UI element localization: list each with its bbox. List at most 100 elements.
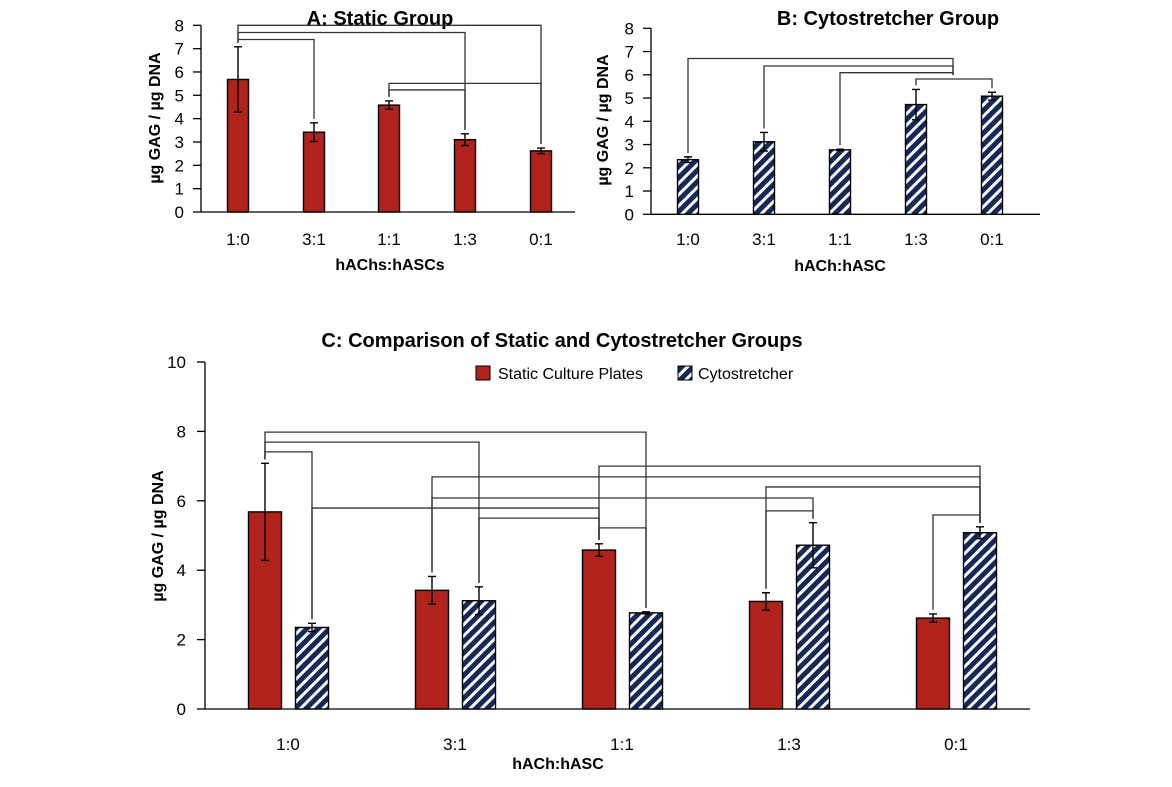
chart-a-error-bar [537, 147, 545, 155]
chart-b-x-tick-label: 1:0 [676, 230, 700, 249]
chart-a-y-tick-label: 7 [175, 40, 184, 59]
chart-a-significance-bracket [388, 89, 466, 130]
chart-c-significance-bracket [932, 514, 981, 610]
chart-c-bar-cyto-1:3 [795, 544, 831, 710]
chart-c-error-bar [261, 462, 269, 562]
chart-a-significance-bracket [237, 38, 315, 119]
chart-c-y-tick-label: 6 [177, 492, 186, 511]
chart-b-title: B: Cytostretcher Group [777, 8, 999, 30]
chart-b-y-tick-label: 8 [625, 19, 634, 38]
chart-c-significance-bracket [598, 527, 647, 608]
chart-a-x-tick-label: 1:1 [377, 230, 401, 249]
chart-c-error-bar [308, 622, 316, 633]
chart-c-bar-static-1:3 [748, 600, 784, 710]
chart-b-bar-cyto-1:0 [676, 158, 700, 216]
chart-b-y-tick-label: 3 [625, 136, 634, 155]
legend-swatch-cyto [677, 365, 693, 381]
chart-b-bar-cyto-1:1 [828, 149, 852, 216]
chart-c-y-tick-label: 8 [177, 422, 186, 441]
chart-b-x-tick-label: 1:1 [828, 230, 852, 249]
chart-c-significance-bracket [478, 517, 600, 583]
chart-c-x-tick-label: 1:0 [276, 735, 300, 754]
chart-b-error-bar [760, 131, 768, 152]
chart-b-x-tick-label: 1:3 [904, 230, 928, 249]
chart-a-error-bar [310, 122, 318, 143]
chart-a-y-tick-label: 4 [175, 110, 184, 129]
chart-a-x-tick-label: 3:1 [302, 230, 326, 249]
chart-a-x-tick-label: 0:1 [529, 230, 553, 249]
chart-c-xlabel: hACh:hASC [512, 756, 604, 773]
chart-a-y-tick-label: 0 [175, 203, 184, 222]
chart-c-bar-cyto-1:0 [294, 626, 330, 710]
chart-c-significance-bracket [765, 510, 814, 589]
chart-c-error-bar [809, 521, 817, 569]
chart-b-significance-bracket [915, 78, 993, 89]
chart-b-bar-cyto-0:1 [980, 95, 1004, 216]
chart-c-bar-cyto-3:1 [461, 600, 497, 710]
chart-b-x-tick-label: 0:1 [980, 230, 1004, 249]
chart-a-y-tick-label: 6 [175, 63, 184, 82]
chart-a-y-tick-label: 1 [175, 180, 184, 199]
chart-a-significance-bracket [237, 31, 466, 130]
chart-b-y-tick-label: 1 [625, 182, 634, 201]
chart-a-x-tick-label: 1:0 [226, 230, 250, 249]
chart-c-error-bar [475, 586, 483, 616]
chart-c-x-tick-label: 0:1 [944, 735, 968, 754]
chart-c-legend: Static Culture Plates Cytostretcher [475, 365, 794, 383]
chart-c-significance-bracket [311, 507, 600, 620]
chart-c-y-tick-label: 10 [167, 353, 186, 372]
chart-b-bar-cyto-3:1 [752, 141, 776, 215]
chart-b-y-tick-label: 5 [625, 89, 634, 108]
chart-c-ylabel: µg GAG / µg DNA [150, 470, 167, 602]
chart-a-bar-static-1:1 [377, 104, 401, 213]
chart-c-x-tick-label: 1:3 [777, 735, 801, 754]
chart-a-xlabel: hAChs:hASCs [335, 257, 444, 274]
legend-swatch-static [475, 365, 491, 381]
legend-label-static: Static Culture Plates [498, 366, 643, 383]
chart-c-error-bar [929, 613, 937, 623]
chart-a-y-tick-label: 2 [175, 156, 184, 175]
chart-c-bar-static-3:1 [414, 589, 450, 710]
chart-b-x-tick-label: 3:1 [752, 230, 776, 249]
chart-b-error-bar [988, 91, 996, 101]
chart-c-error-bar [428, 575, 436, 605]
chart-c-title: C: Comparison of Static and Cytostretche… [321, 330, 802, 352]
chart-b-significance-bracket [839, 72, 954, 146]
chart-b-y-tick-label: 2 [625, 159, 634, 178]
chart-a-bar-static-3:1 [302, 131, 326, 213]
chart-a-y-tick-label: 8 [175, 16, 184, 35]
chart-a-error-bar [461, 133, 469, 147]
chart-c-error-bar [595, 543, 603, 558]
chart-c-y-tick-label: 2 [177, 631, 186, 650]
chart-b-ylabel: µg GAG / µg DNA [595, 54, 612, 186]
chart-b-error-bar [836, 148, 844, 152]
chart-b-y-tick-label: 7 [625, 43, 634, 62]
chart-a-title: A: Static Group [307, 8, 454, 30]
chart-c-x-tick-label: 3:1 [443, 735, 467, 754]
chart-c-significance-bracket [431, 476, 981, 573]
chart-b-error-bar [912, 88, 920, 121]
chart-c-bar-static-1:1 [581, 549, 617, 710]
chart-c-significance-bracket [264, 441, 480, 583]
chart-c-error-bar [642, 611, 650, 615]
legend-label-cyto: Cytostretcher [698, 366, 794, 383]
chart-c-error-bar [762, 592, 770, 611]
chart-a-ylabel: µg GAG / µg DNA [147, 52, 164, 184]
chart-a-bar-static-0:1 [529, 150, 553, 213]
chart-c-x-tick-label: 1:1 [610, 735, 634, 754]
chart-c-significance-bracket [431, 497, 814, 573]
chart-a-bar-static-1:3 [453, 138, 477, 213]
chart-b-error-bar [684, 156, 692, 164]
chart-c-bar-static-0:1 [915, 617, 951, 710]
chart-c-y-tick-label: 4 [177, 561, 186, 580]
chart-c-bar-cyto-0:1 [962, 532, 998, 710]
chart-b-y-tick-label: 4 [625, 112, 634, 131]
chart-a-x-tick-label: 1:3 [453, 230, 477, 249]
chart-b-xlabel: hACh:hASC [794, 258, 886, 275]
chart-a-y-tick-label: 3 [175, 133, 184, 152]
chart-b-significance-bracket [763, 65, 954, 129]
chart-b-y-tick-label: 6 [625, 66, 634, 85]
chart-c-y-tick-label: 0 [177, 700, 186, 719]
chart-c-bar-cyto-1:1 [628, 612, 664, 710]
